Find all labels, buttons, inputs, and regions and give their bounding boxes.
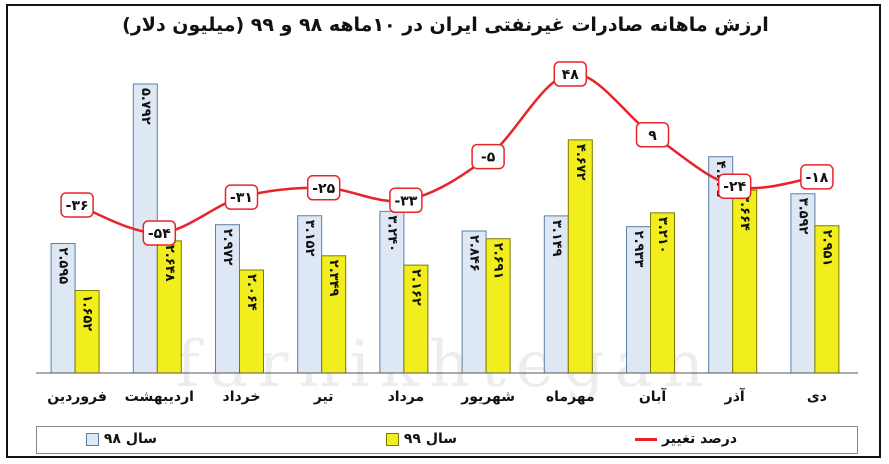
change-marker <box>389 187 423 214</box>
data-label-y99: ۲.۱۶۲ <box>408 269 423 306</box>
bar-y99 <box>403 264 429 374</box>
change-label: -۲۴ <box>723 179 746 195</box>
legend-swatch-y99 <box>385 432 399 446</box>
data-label-y99: ۳.۶۶۴ <box>737 194 752 231</box>
change-marker <box>717 173 752 199</box>
category-label: شهریور <box>460 389 515 405</box>
change-label: -۳۳ <box>394 193 417 209</box>
data-label-y99: ۳.۲۱۰ <box>655 217 670 254</box>
legend-label-y98: سال ۹۸ <box>103 431 157 447</box>
data-label-y99: ۲.۶۴۸ <box>162 245 177 282</box>
data-label-y99: ۲.۳۴۹ <box>326 260 341 297</box>
bar-y99 <box>321 255 347 374</box>
data-label-y98: ۵.۷۹۲ <box>138 88 153 125</box>
bar-y98 <box>626 226 651 374</box>
change-marker <box>553 61 588 87</box>
category-label: فروردین <box>47 389 107 405</box>
data-label-y98: ۳.۱۴۹ <box>549 220 564 257</box>
data-label-y98: ۲.۵۹۵ <box>56 248 71 285</box>
bar-y99 <box>567 139 593 374</box>
data-label-y99: ۲.۹۵۱ <box>819 230 834 267</box>
change-marker <box>800 164 834 190</box>
bar-y98 <box>379 210 405 374</box>
category-label: آبان <box>639 387 667 405</box>
change-marker <box>635 122 670 148</box>
change-marker <box>142 220 177 246</box>
legend-label-y99: سال ۹۹ <box>403 431 457 447</box>
legend-swatch-y98 <box>85 432 99 446</box>
category-label: اردیبهشت <box>125 389 194 405</box>
change-label: -۳۶ <box>66 198 89 214</box>
change-label: -۲۵ <box>312 181 335 197</box>
bar-y99 <box>156 240 182 374</box>
category-label: تیر <box>313 389 334 405</box>
bar-y99 <box>650 212 675 374</box>
legend-item-y98: سال ۹۸ <box>80 431 157 447</box>
category-label: آذر <box>724 387 746 405</box>
change-label: -۱۸ <box>805 170 828 186</box>
data-label-y98: ۲.۹۳۳ <box>631 231 646 268</box>
change-label: ۹ <box>648 128 657 144</box>
chart-title: ارزش ماهانه صادرات غیرنفتی ایران در ۱۰ما… <box>122 14 769 36</box>
change-label: -۳۱ <box>230 190 253 206</box>
data-label-y98: ۳.۱۵۲ <box>302 220 317 257</box>
change-marker <box>306 175 341 201</box>
bar-y99 <box>485 238 511 374</box>
change-label: ۴۸ <box>562 67 580 83</box>
legend-item-change: درصد تغییر <box>629 431 737 447</box>
data-label-y98: ۳.۵۹۲ <box>795 198 810 235</box>
change-marker <box>224 184 259 210</box>
chart-legend: سال ۹۸ سال ۹۹ درصد تغییر <box>36 426 858 454</box>
data-label-y99: ۴.۶۷۲ <box>573 144 588 181</box>
bar-y98 <box>215 224 240 374</box>
category-label: دی <box>807 389 827 405</box>
data-label-y99: ۱.۶۵۲ <box>80 295 95 332</box>
change-label: -۵ <box>481 150 496 166</box>
category-label: خرداد <box>223 389 261 405</box>
change-line <box>76 72 818 235</box>
legend-swatch-change <box>635 437 658 441</box>
change-label: -۵۴ <box>148 226 171 242</box>
bar-y98 <box>461 230 487 374</box>
change-marker <box>471 143 505 170</box>
data-label-y98: ۲.۸۴۶ <box>467 235 482 272</box>
data-label-y98: ۲.۹۷۲ <box>220 229 235 266</box>
legend-item-y99: سال ۹۹ <box>380 431 457 447</box>
bar-y98 <box>790 193 816 374</box>
legend-label-change: درصد تغییر <box>661 431 737 447</box>
category-label: مرداد <box>388 389 425 405</box>
data-label-y99: ۲.۶۹۱ <box>491 243 506 280</box>
change-marker <box>60 192 94 218</box>
chart-frame: ارزش ماهانه صادرات غیرنفتی ایران در ۱۰ما… <box>6 4 881 458</box>
data-label-y99: ۲.۰۶۴ <box>244 274 259 311</box>
category-label: مهرماه <box>546 389 595 405</box>
data-label-y98: ۳.۲۴۰ <box>384 215 399 252</box>
bar-y99 <box>239 269 264 374</box>
